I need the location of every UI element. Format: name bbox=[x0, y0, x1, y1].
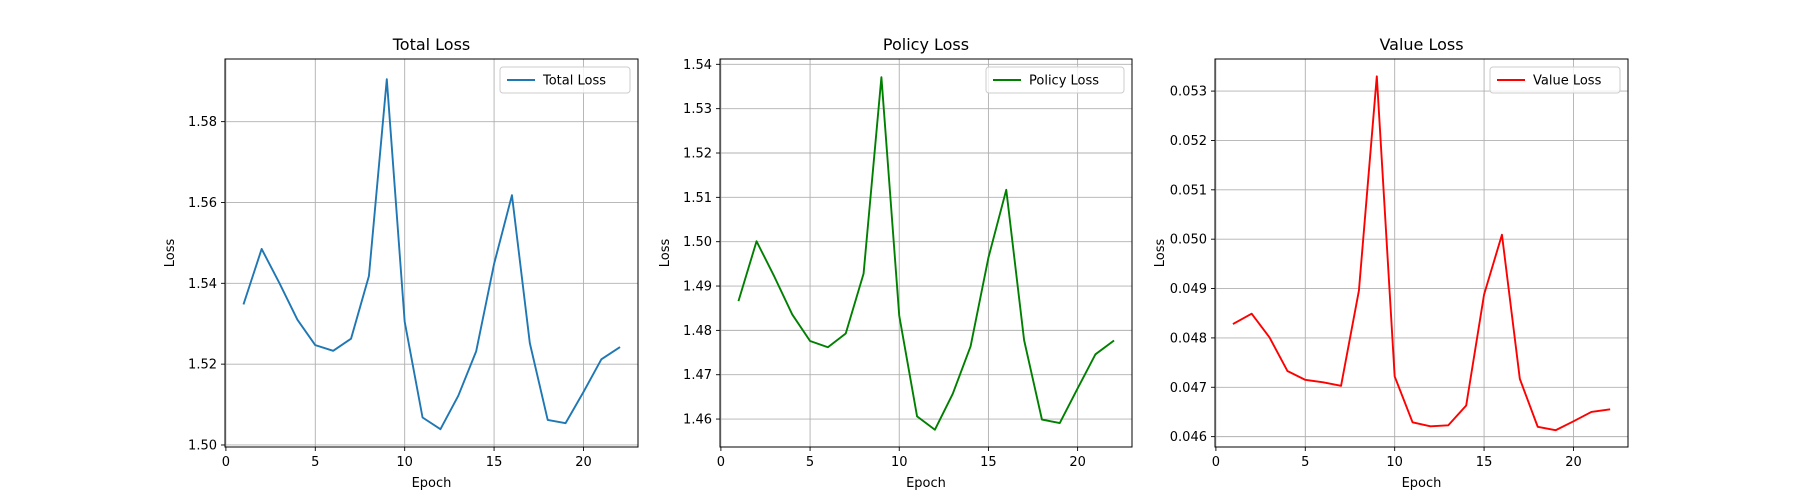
chart-1-y-tick-label: 1.52 bbox=[188, 358, 217, 373]
chart-3-y-tick-label: 0.048 bbox=[1170, 331, 1207, 346]
chart-2-y-tick-label: 1.51 bbox=[683, 191, 712, 206]
chart-2-x-axis-label: Epoch bbox=[906, 476, 946, 491]
chart-1-x-tick-label: 10 bbox=[396, 455, 413, 470]
chart-3-legend-label: Value Loss bbox=[1533, 74, 1602, 89]
chart-1-legend-box bbox=[499, 66, 631, 94]
chart-1-x-tick-label: 15 bbox=[486, 455, 503, 470]
chart-3-y-tick-label: 0.051 bbox=[1170, 183, 1207, 198]
chart-3-y-tick-label: 0.052 bbox=[1170, 134, 1207, 149]
chart-2-y-tick-label: 1.47 bbox=[683, 368, 712, 383]
chart-3-x-axis-label: Epoch bbox=[1402, 476, 1442, 491]
chart-3-y-tick-label: 0.050 bbox=[1170, 233, 1207, 248]
chart-2-legend-box bbox=[985, 66, 1125, 94]
chart-2-title: Policy Loss bbox=[883, 35, 969, 54]
chart-2-series-line-1 bbox=[737, 76, 1115, 431]
chart-3-axes-frame bbox=[1214, 58, 1629, 448]
chart-1-title: Total Loss bbox=[392, 35, 471, 54]
chart-2-y-tick-label: 1.49 bbox=[683, 280, 712, 295]
chart-3-x-tick-label: 0 bbox=[1212, 455, 1220, 470]
chart-3-series-line-1 bbox=[1232, 75, 1611, 432]
chart-1-legend-label: Total Loss bbox=[542, 74, 606, 89]
chart-1-legend: Total Loss bbox=[499, 66, 631, 94]
chart-1-y-tick-label: 1.50 bbox=[188, 438, 217, 453]
chart-2-y-tick-label: 1.48 bbox=[683, 324, 712, 339]
chart-3-title: Value Loss bbox=[1379, 35, 1463, 54]
chart-panel-3: 0 5 10 15 20 0.046 0.047 0.048 0.049 0.050 0.051 0.… bbox=[1153, 35, 1629, 491]
chart-panel-1: 0 5 10 15 20 1.50 1.52 1.54 1.56 1.58 Total Loss Ep… bbox=[163, 35, 639, 491]
chart-2-y-tick-label: 1.50 bbox=[683, 235, 712, 250]
chart-3-y-tick-label: 0.046 bbox=[1170, 430, 1207, 445]
chart-2-y-tick-label: 1.52 bbox=[683, 147, 712, 162]
chart-2-x-tick-label: 10 bbox=[891, 455, 908, 470]
chart-3-y-axis-label: Loss bbox=[1153, 239, 1168, 268]
chart-2-legend: Policy Loss bbox=[985, 66, 1125, 94]
chart-2-x-tick-label: 5 bbox=[806, 455, 814, 470]
chart-2-y-tick-label: 1.54 bbox=[683, 58, 712, 73]
chart-1-y-tick-label: 1.56 bbox=[188, 196, 217, 211]
chart-2-x-tick-label: 20 bbox=[1069, 455, 1086, 470]
chart-1-axes-frame bbox=[224, 58, 639, 448]
chart-1-y-axis-label: Loss bbox=[163, 239, 178, 268]
chart-3-x-tick-label: 20 bbox=[1565, 455, 1582, 470]
chart-3-x-tick-label: 5 bbox=[1301, 455, 1309, 470]
chart-3-x-tick-label: 15 bbox=[1476, 455, 1493, 470]
chart-2-y-tick-label: 1.46 bbox=[683, 413, 712, 428]
chart-1-y-tick-label: 1.54 bbox=[188, 277, 217, 292]
chart-2-y-tick-label: 1.53 bbox=[683, 102, 712, 117]
chart-1-x-axis-label: Epoch bbox=[412, 476, 452, 491]
chart-1-series-line-1 bbox=[242, 78, 621, 431]
chart-3-legend: Value Loss bbox=[1489, 66, 1621, 94]
chart-2-axes-frame bbox=[719, 58, 1133, 448]
chart-2-x-tick-label: 0 bbox=[717, 455, 725, 470]
chart-2-y-axis-label: Loss bbox=[658, 239, 673, 268]
chart-3-y-tick-label: 0.053 bbox=[1170, 85, 1207, 100]
chart-2-x-tick-label: 15 bbox=[980, 455, 997, 470]
chart-panel-2: 0 5 10 15 20 1.46 1.47 1.48 1.49 1.50 1.51 1.52 1.53… bbox=[658, 35, 1133, 491]
chart-1-x-tick-label: 20 bbox=[575, 455, 592, 470]
chart-1-y-tick-label: 1.58 bbox=[188, 115, 217, 130]
chart-3-y-tick-label: 0.049 bbox=[1170, 282, 1207, 297]
chart-1-x-tick-label: 5 bbox=[311, 455, 319, 470]
chart-3-y-tick-label: 0.047 bbox=[1170, 381, 1207, 396]
chart-3-legend-box bbox=[1489, 66, 1621, 94]
chart-2-legend-label: Policy Loss bbox=[1029, 74, 1099, 89]
chart-3-x-tick-label: 10 bbox=[1386, 455, 1403, 470]
chart-1-x-tick-label: 0 bbox=[222, 455, 230, 470]
